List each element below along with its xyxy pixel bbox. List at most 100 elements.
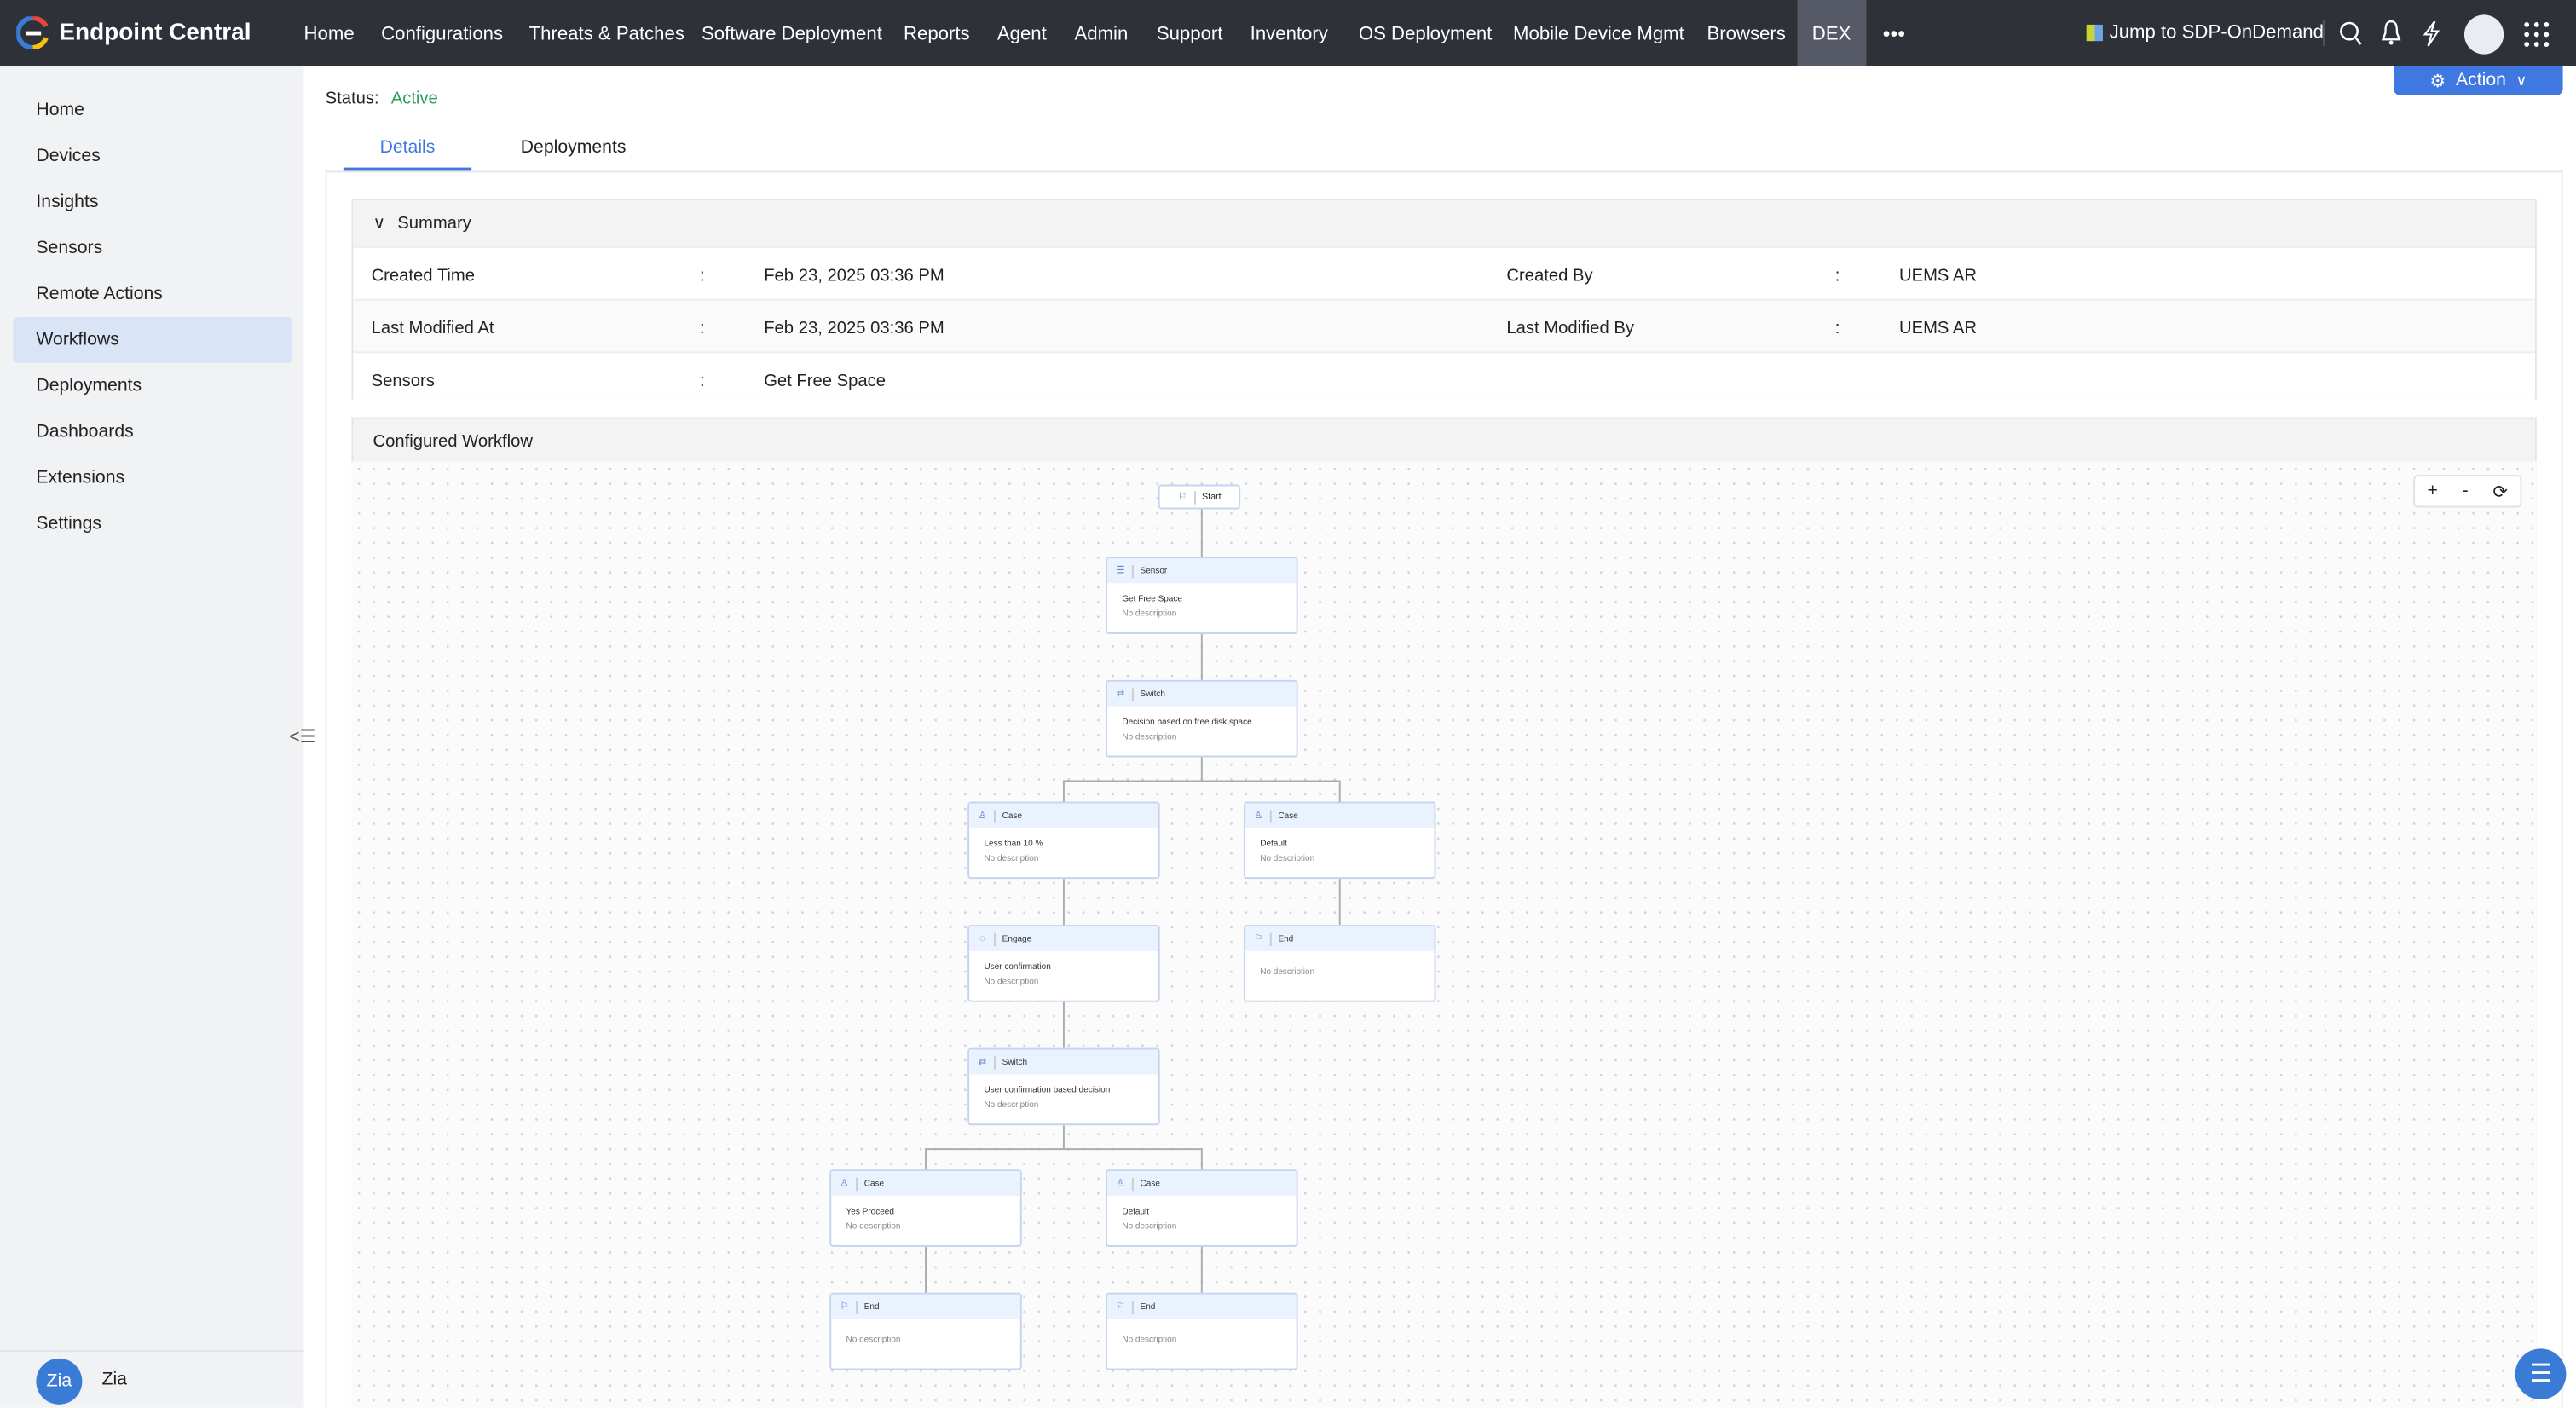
workflow-node-sensor[interactable]: ☰ Sensor Get Free Space No description [1106, 557, 1298, 634]
nav-reports[interactable]: Reports [904, 24, 970, 45]
tab-details[interactable]: Details [379, 137, 436, 159]
nav-support[interactable]: Support [1156, 24, 1223, 45]
sidebar-item-sensors[interactable]: Sensors [36, 238, 103, 258]
node-description: No description [984, 1100, 1039, 1111]
jump-to-sdp-link[interactable]: Jump to SDP-OnDemand [2086, 0, 2324, 66]
nav-threats-patches[interactable]: Threats & Patches [528, 24, 684, 45]
notification-bell-icon[interactable] [2381, 20, 2402, 46]
node-body: No description [1107, 1319, 1297, 1349]
colon: : [1834, 318, 1840, 339]
case-icon: ♙ [840, 1179, 849, 1190]
field-label: Last Modified By [1506, 318, 1634, 339]
sidebar-item-home[interactable]: Home [36, 100, 84, 120]
nav-configurations[interactable]: Configurations [381, 24, 504, 45]
nav-browsers[interactable]: Browsers [1707, 24, 1786, 45]
node-body: User confirmation based decision No descr… [969, 1074, 1158, 1113]
collapse-sidebar-icon[interactable]: <☰ [289, 727, 316, 747]
search-icon[interactable] [2339, 21, 2362, 46]
workflow-node-end[interactable]: ⚐ End No description [1106, 1292, 1298, 1370]
sidebar-item-devices[interactable]: Devices [36, 146, 101, 166]
node-description: No description [846, 1335, 901, 1346]
node-header: ◌ Engage [969, 926, 1158, 951]
workflow-node-end[interactable]: ⚐ End No description [1243, 925, 1436, 1002]
node-title: Default [1122, 1207, 1150, 1218]
app-grid-icon[interactable] [2523, 21, 2550, 48]
more-menu-button[interactable]: ••• [1882, 21, 1906, 46]
summary-row: Created Time: Feb 23, 2025 03:36 PM Create… [353, 246, 2535, 299]
connector-line [1200, 1246, 1203, 1293]
action-button[interactable]: ⚙ Action ∨ [2394, 66, 2563, 95]
reset-zoom-icon[interactable]: ⟳ [2492, 482, 2509, 502]
nav-mobile-device-mgmt[interactable]: Mobile Device Mgmt [1513, 24, 1684, 45]
sidebar-item-extensions[interactable]: Extensions [36, 468, 125, 488]
node-type: Switch [1002, 1057, 1028, 1067]
summary-header[interactable]: ∨ Summary [353, 200, 2535, 247]
sidebar-item-workflows[interactable]: Workflows [13, 316, 293, 363]
node-title: User confirmation [984, 962, 1051, 972]
node-title: Yes Proceed [846, 1207, 894, 1218]
workflow-node-switch[interactable]: ⇄ Switch User confirmation based decision N… [967, 1047, 1160, 1126]
node-body: Default No description [1245, 828, 1435, 867]
node-description: No description [984, 977, 1039, 988]
sidebar-item-insights[interactable]: Insights [36, 192, 99, 212]
connector-line [925, 1148, 1201, 1151]
workflow-node-switch[interactable]: ⇄ Switch Decision based on free disk space… [1106, 679, 1298, 758]
nav-admin[interactable]: Admin [1074, 24, 1129, 45]
node-type: Case [1002, 811, 1023, 821]
workflow-node-case[interactable]: ♙ Case Default No description [1106, 1169, 1298, 1247]
node-title: Get Free Space [1122, 594, 1182, 605]
nav-dex[interactable]: DEX [1797, 0, 1866, 66]
zoom-out-button[interactable]: - [2462, 481, 2469, 501]
action-label: Action [2456, 70, 2506, 91]
nav-software-deployment[interactable]: Software Deployment [701, 24, 882, 45]
workflow-node-end[interactable]: ⚐ End No description [829, 1292, 1022, 1370]
user-avatar[interactable] [2463, 14, 2504, 55]
engage-icon: ◌ [979, 933, 985, 944]
app-logo[interactable]: Endpoint Central [16, 16, 251, 49]
colon: : [700, 371, 705, 391]
node-description: No description [984, 854, 1039, 864]
sidebar-item-remote-actions[interactable]: Remote Actions [36, 284, 163, 304]
quick-actions-bolt-icon[interactable] [2422, 20, 2441, 48]
flag-icon: ⚐ [1254, 934, 1263, 945]
node-description: No description [1122, 1221, 1177, 1232]
sidebar-item-deployments[interactable]: Deployments [36, 376, 142, 396]
node-body: User confirmation No description [969, 951, 1158, 990]
summary-row: Last Modified At: Feb 23, 2025 03:36 PM La… [353, 298, 2535, 352]
node-body: Decision based on free disk space No desc… [1107, 707, 1297, 746]
zia-label[interactable]: Zia [101, 1370, 127, 1390]
workflow-node-case[interactable]: ♙ Case Yes Proceed No description [829, 1169, 1022, 1247]
workflow-node-case[interactable]: ♙ Case Less than 10 % No description [967, 801, 1160, 880]
sidebar-item-settings[interactable]: Settings [36, 514, 102, 534]
workflow-node-case[interactable]: ♙ Case Default No description [1243, 801, 1436, 880]
connector-line [1200, 633, 1203, 680]
node-type: Case [863, 1178, 885, 1189]
sidebar-item-dashboards[interactable]: Dashboards [36, 422, 134, 442]
workflow-node-engage[interactable]: ◌ Engage User confirmation No description [967, 925, 1160, 1002]
field-value: UEMS AR [1898, 318, 1978, 339]
node-description: No description [1260, 967, 1315, 978]
sidebar: Home Devices Insights Sensors Remote Actions… [0, 66, 304, 1408]
node-header: ⚐ End [1107, 1294, 1297, 1319]
node-description: No description [1260, 854, 1315, 864]
nav-agent[interactable]: Agent [996, 24, 1047, 45]
zoom-in-button[interactable]: + [2427, 481, 2438, 501]
workflow-canvas[interactable]: ⚐ Start ☰ Sensor Get Free Space No descripti… [351, 461, 2537, 1408]
node-header: ♙ Case [969, 803, 1158, 828]
node-header: ⇄ Switch [1107, 681, 1297, 707]
tab-deployments[interactable]: Deployments [520, 137, 627, 159]
app-title: Endpoint Central [59, 20, 251, 46]
nav-inventory[interactable]: Inventory [1250, 24, 1328, 45]
connector-line [1062, 1001, 1065, 1048]
connector-line [1200, 757, 1203, 781]
chat-menu-button[interactable]: ☰ [2515, 1348, 2567, 1400]
node-body: Default No description [1107, 1196, 1297, 1235]
summary-title: Summary [397, 213, 471, 234]
zia-icon[interactable]: Zia [36, 1358, 83, 1405]
sensor-icon: ☰ [1116, 566, 1125, 577]
nav-os-deployment[interactable]: OS Deployment [1358, 24, 1493, 45]
workflow-node-start[interactable]: ⚐ Start [1158, 484, 1241, 510]
connector-line [925, 1246, 927, 1293]
nav-home[interactable]: Home [303, 24, 355, 45]
summary-section: ∨ Summary Created Time: Feb 23, 2025 03:3… [351, 199, 2537, 400]
